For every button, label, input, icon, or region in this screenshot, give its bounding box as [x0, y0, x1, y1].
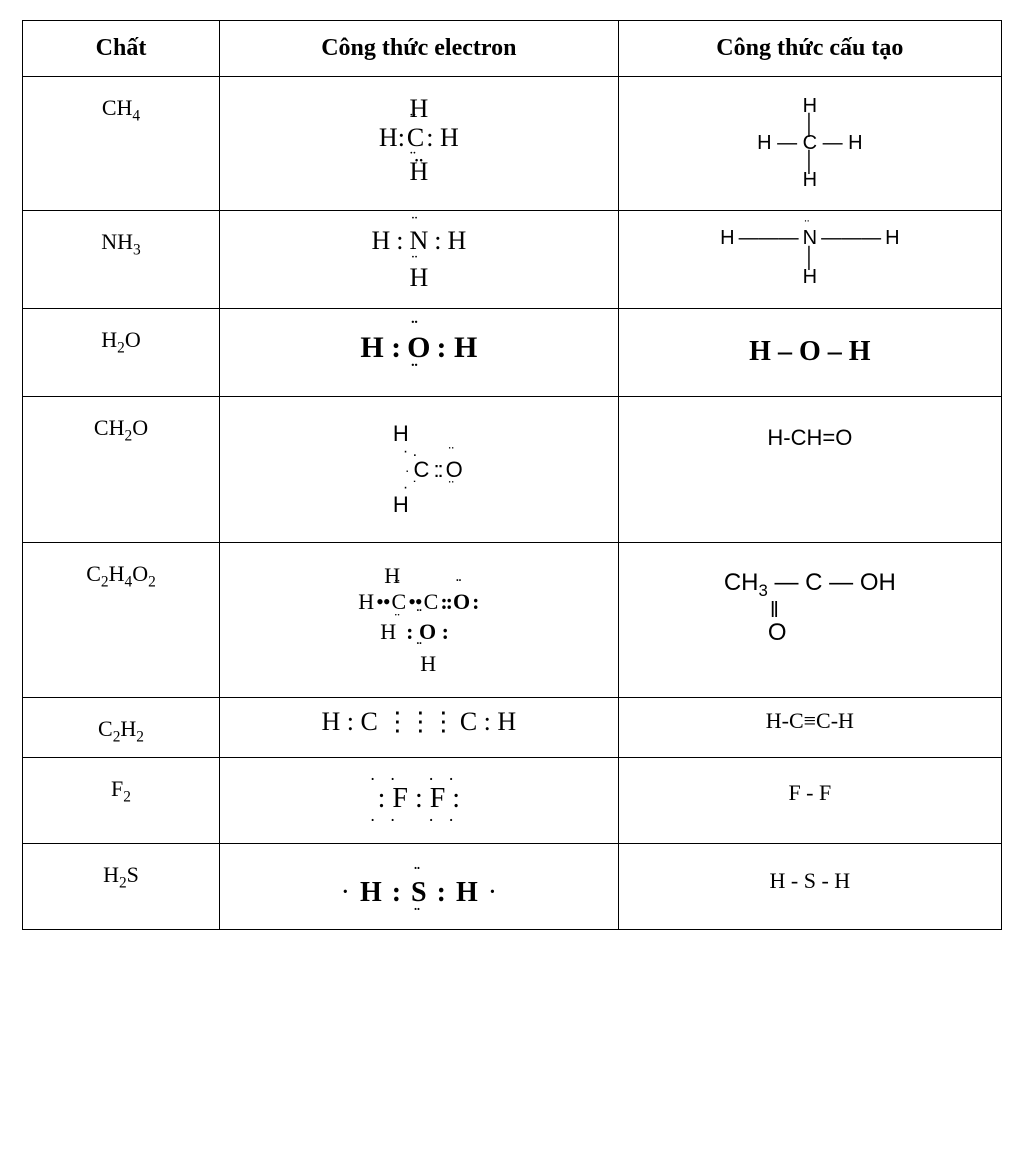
electron-ch4: H H: ¨C¨ : H Ḧ	[220, 77, 619, 211]
ch4-elec-mid: H: ¨C¨ : H	[379, 124, 459, 153]
struct-h2s: H - S - H	[618, 844, 1001, 930]
substance-ch4: CH4	[23, 77, 220, 211]
electron-h2s: ·H: ¨S¨ :H·	[220, 844, 619, 930]
struct-ch4: H │ H — C — H │ H	[618, 77, 1001, 211]
substance-h2s: H2S	[23, 844, 220, 930]
struct-nh3: H——— ¨N ———H │ H	[618, 211, 1001, 309]
table-row: CH2O H · . ·C:: ¨O¨ · ˙ H H-CH=O	[23, 396, 1002, 542]
electron-h2o: H : ¨O¨ : H	[220, 309, 619, 397]
header-structure: Công thức cấu tạo	[618, 21, 1001, 77]
electron-c2h4o2: H H•• ¨C¨ ••C :: ¨O : H	[220, 543, 619, 698]
table-row: NH3 H: ¨N¨ :H H H———	[23, 211, 1002, 309]
table-header-row: Chất Công thức electron Công thức cấu tạ…	[23, 21, 1002, 77]
table-row: CH4 H H: ¨C¨ : H Ḧ H	[23, 77, 1002, 211]
struct-c2h4o2: CH3 — C — OH ‖ O	[618, 543, 1001, 698]
struct-h2o: H – O – H	[618, 309, 1001, 397]
table-row: C2H2 H : C ⋮⋮⋮ C : H H-C≡C-H	[23, 698, 1002, 757]
struct-ch2o: H-CH=O	[618, 396, 1001, 542]
ch4-elec-bot: Ḧ	[379, 158, 459, 187]
electron-c2h2: H : C ⋮⋮⋮ C : H	[220, 698, 619, 757]
electron-ch2o: H · . ·C:: ¨O¨ · ˙ H	[220, 396, 619, 542]
table-row: C2H4O2 H H•• ¨C¨ ••C :: ¨O :	[23, 543, 1002, 698]
table-row: H2O H : ¨O¨ : H H – O – H	[23, 309, 1002, 397]
electron-f2: ·· ·· : F : F : ·· ··	[220, 757, 619, 844]
substance-c2h2: C2H2	[23, 698, 220, 757]
electron-nh3: H: ¨N¨ :H H	[220, 211, 619, 309]
chemistry-table: Chất Công thức electron Công thức cấu tạ…	[22, 20, 1002, 930]
header-substance: Chất	[23, 21, 220, 77]
substance-f2: F2	[23, 757, 220, 844]
table-row: F2 ·· ·· : F : F : ·· ·· F - F	[23, 757, 1002, 844]
struct-f2: F - F	[618, 757, 1001, 844]
substance-nh3: NH3	[23, 211, 220, 309]
substance-h2o: H2O	[23, 309, 220, 397]
substance-ch2o: CH2O	[23, 396, 220, 542]
substance-c2h4o2: C2H4O2	[23, 543, 220, 698]
header-electron: Công thức electron	[220, 21, 619, 77]
ch4-elec-top: H	[379, 95, 459, 124]
table-row: H2S ·H: ¨S¨ :H· H - S - H	[23, 844, 1002, 930]
struct-c2h2: H-C≡C-H	[618, 698, 1001, 757]
